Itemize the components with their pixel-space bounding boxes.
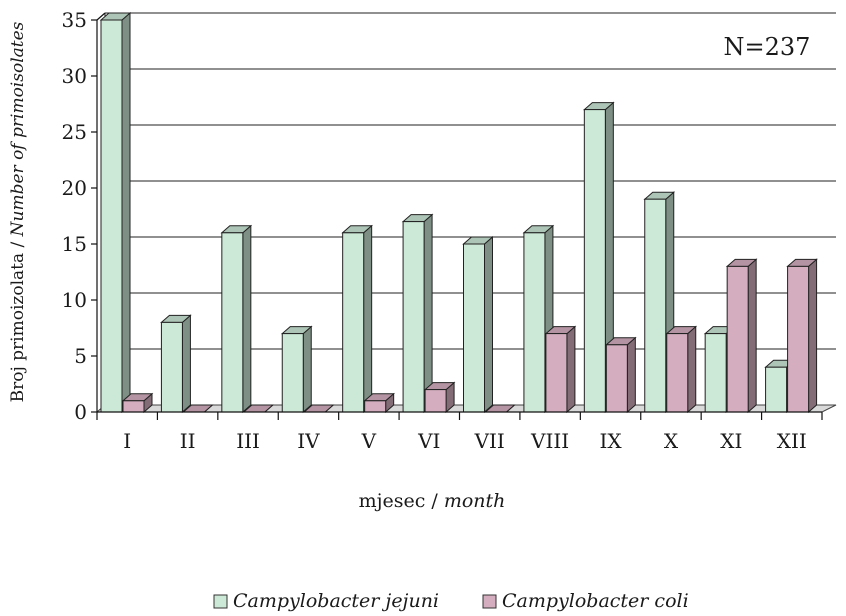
bar	[341, 224, 373, 414]
bar-side	[423, 213, 433, 414]
bar-front	[364, 400, 387, 413]
bars	[99, 11, 818, 414]
bar-front	[666, 333, 689, 413]
legend-label-coli: Campylobacter coli	[502, 590, 689, 612]
bar-side	[181, 314, 191, 414]
x-tick-label: IV	[297, 429, 320, 453]
x-axis-label: mjesec / month	[359, 490, 506, 512]
y-axis-label-italic: Number of primoisolates	[8, 21, 28, 237]
legend-swatch-coli	[482, 594, 497, 609]
x-tick-label: X	[664, 429, 679, 453]
bar-side	[626, 336, 636, 414]
bar-front	[424, 389, 447, 413]
y-tick-label: 0	[74, 400, 87, 424]
bar	[160, 314, 192, 414]
bar-side	[687, 325, 697, 414]
bar-front	[342, 232, 365, 413]
bar-side	[363, 224, 373, 414]
bar-front	[122, 400, 145, 413]
bar-side	[121, 11, 131, 414]
y-tick-label: 20	[62, 176, 87, 200]
x-tick-label: VIII	[530, 429, 569, 453]
x-tick-label: III	[236, 429, 260, 453]
bar-front	[402, 221, 425, 413]
bar-side	[566, 325, 576, 414]
bar-side	[747, 258, 757, 414]
bar-side	[242, 224, 252, 414]
x-tick-label: IX	[599, 429, 622, 453]
bar-side	[484, 235, 493, 414]
y-tick-labels: 0 5 10 15 20 25 30 35	[62, 8, 87, 424]
y-tick-label: 25	[62, 120, 87, 144]
bar-front	[787, 265, 810, 413]
bar	[401, 213, 434, 414]
x-tick-labels: I II III IV V VI VII VIII IX X XI XII	[123, 429, 807, 453]
sample-size-annotation: N=237	[724, 33, 811, 61]
bar	[725, 258, 758, 414]
bar	[786, 258, 818, 414]
x-tick-label: VI	[417, 429, 440, 453]
bar-front	[704, 333, 727, 413]
x-tick-label: II	[180, 429, 196, 453]
y-axis-label-main: Broj primoizolata /	[8, 236, 28, 402]
y-tick-label: 10	[62, 288, 87, 312]
y-tick-label: 30	[62, 64, 87, 88]
bar-front	[523, 232, 546, 413]
bar-front	[463, 243, 485, 413]
bar	[583, 101, 615, 414]
bar-front	[545, 333, 568, 413]
bar-front	[221, 232, 244, 413]
bar-side	[302, 325, 312, 414]
y-axis-label: Broj primoizolata / Number of primoisola…	[8, 21, 28, 402]
bar	[121, 392, 154, 414]
legend-swatch-jejuni	[213, 594, 228, 609]
y-tick-label: 35	[62, 8, 87, 32]
bar-front	[281, 333, 304, 413]
bar-front	[644, 198, 667, 413]
x-tick-label: VII	[474, 429, 505, 453]
bar	[423, 381, 456, 414]
x-tick-label: V	[361, 429, 377, 453]
bar-side	[808, 258, 818, 414]
bar	[462, 235, 494, 414]
bar-front	[726, 265, 749, 413]
bar-front	[583, 109, 606, 413]
bar	[280, 325, 313, 414]
bar	[363, 392, 395, 414]
bar	[665, 325, 698, 414]
bar	[605, 336, 637, 414]
x-tick-label: I	[123, 429, 131, 453]
x-axis-label-main: mjesec /	[359, 490, 444, 512]
bar-front	[100, 19, 123, 413]
x-tick-label: XII	[777, 429, 807, 453]
bar	[544, 325, 577, 414]
y-axis-top-edge	[96, 12, 106, 21]
x-tick-label: XI	[720, 429, 742, 453]
bar	[220, 224, 253, 414]
x-axis-label-italic: month	[444, 490, 506, 512]
axes	[91, 12, 823, 420]
bar-front	[605, 344, 628, 413]
legend: Campylobacter jejuni Campylobacter coli	[213, 590, 689, 612]
bar	[99, 11, 132, 414]
bar-front	[160, 321, 183, 413]
bar-front	[765, 366, 788, 413]
y-tick-label: 5	[74, 344, 87, 368]
legend-label-jejuni: Campylobacter jejuni	[233, 590, 439, 612]
y-tick-label: 15	[62, 232, 87, 256]
